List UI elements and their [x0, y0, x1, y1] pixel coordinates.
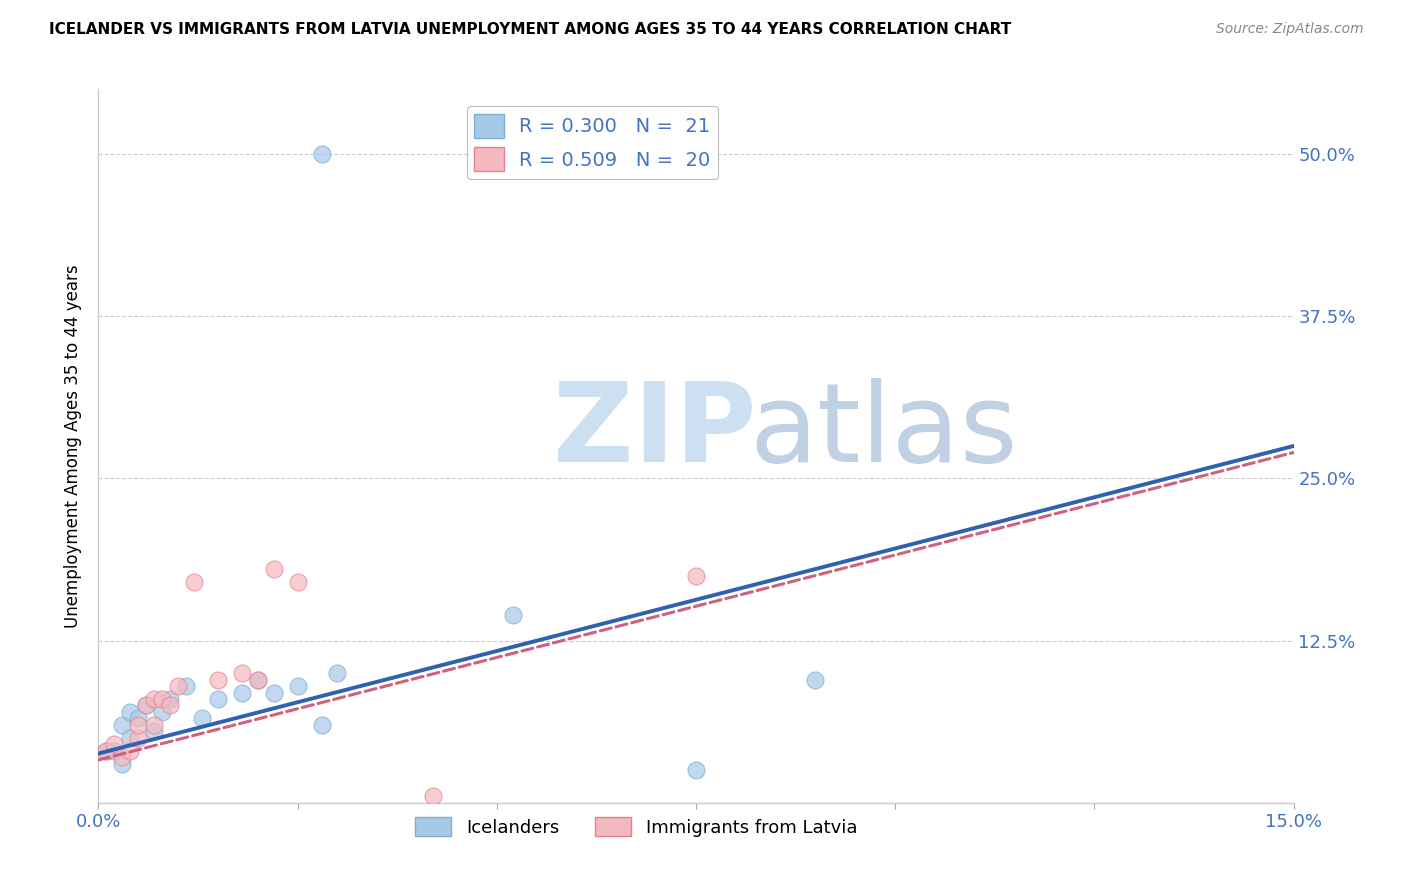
- Point: [159, 698, 181, 713]
- Point: [174, 679, 197, 693]
- Point: [150, 692, 173, 706]
- Point: [143, 718, 166, 732]
- Point: [183, 575, 205, 590]
- Point: [103, 738, 125, 752]
- Point: [287, 679, 309, 693]
- Point: [207, 673, 229, 687]
- Legend: Icelanders, Immigrants from Latvia: Icelanders, Immigrants from Latvia: [408, 810, 865, 844]
- Point: [111, 750, 134, 764]
- Point: [96, 744, 118, 758]
- Text: ICELANDER VS IMMIGRANTS FROM LATVIA UNEMPLOYMENT AMONG AGES 35 TO 44 YEARS CORRE: ICELANDER VS IMMIGRANTS FROM LATVIA UNEM…: [49, 22, 1011, 37]
- Point: [143, 692, 166, 706]
- Point: [111, 718, 134, 732]
- Point: [685, 764, 707, 778]
- Text: atlas: atlas: [749, 378, 1018, 485]
- Point: [263, 562, 285, 576]
- Point: [246, 673, 269, 687]
- Point: [120, 705, 142, 719]
- Point: [502, 607, 524, 622]
- Point: [311, 147, 333, 161]
- Point: [96, 744, 118, 758]
- Point: [143, 724, 166, 739]
- Point: [207, 692, 229, 706]
- Point: [191, 711, 214, 725]
- Point: [120, 731, 142, 745]
- Point: [150, 705, 173, 719]
- Point: [120, 744, 142, 758]
- Point: [326, 666, 349, 681]
- Point: [685, 568, 707, 582]
- Y-axis label: Unemployment Among Ages 35 to 44 years: Unemployment Among Ages 35 to 44 years: [65, 264, 83, 628]
- Point: [159, 692, 181, 706]
- Point: [127, 711, 149, 725]
- Point: [231, 685, 253, 699]
- Text: ZIP: ZIP: [553, 378, 756, 485]
- Point: [127, 718, 149, 732]
- Point: [263, 685, 285, 699]
- Point: [311, 718, 333, 732]
- Point: [111, 756, 134, 771]
- Point: [103, 744, 125, 758]
- Point: [135, 698, 157, 713]
- Point: [287, 575, 309, 590]
- Text: Source: ZipAtlas.com: Source: ZipAtlas.com: [1216, 22, 1364, 37]
- Point: [135, 698, 157, 713]
- Point: [804, 673, 827, 687]
- Point: [246, 673, 269, 687]
- Point: [167, 679, 190, 693]
- Point: [231, 666, 253, 681]
- Point: [422, 789, 444, 804]
- Point: [127, 731, 149, 745]
